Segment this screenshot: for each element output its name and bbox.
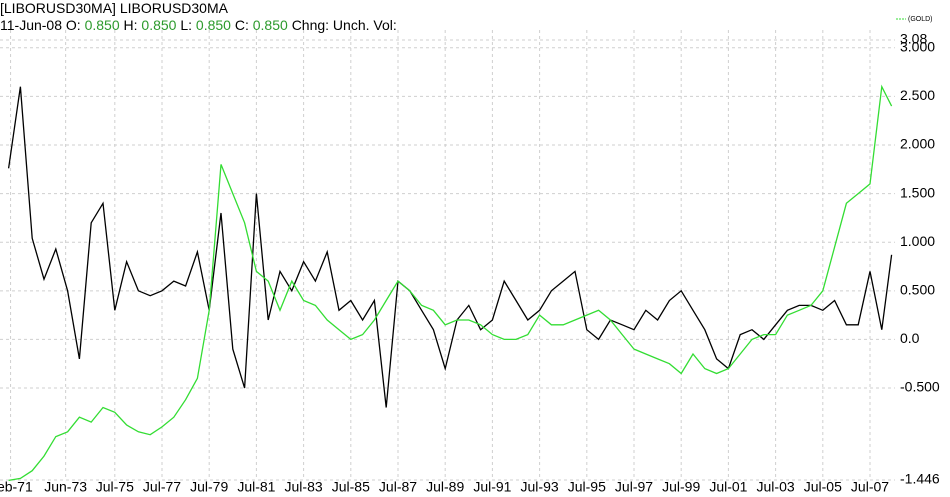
x-tick-label: Feb-71 (0, 479, 33, 495)
symbol: [LIBORUSD30MA] (0, 0, 116, 16)
y-tick-label: -0.500 (900, 379, 940, 395)
field-label: L: (180, 17, 193, 33)
x-tick-label: Jun-73 (44, 479, 87, 495)
x-tick-label: Jul-83 (285, 479, 323, 495)
series-line (7, 86, 893, 408)
field-value: 0.850 (252, 17, 288, 33)
volume-label: Vol: (373, 17, 397, 33)
date: 11-Jun-08 (0, 17, 63, 33)
y-tick-label: -1.446 (900, 471, 940, 487)
x-tick-label: Jul-93 (521, 479, 559, 495)
y-tick-label: 0.0 (900, 330, 920, 346)
y-tick-label: 2.000 (900, 136, 935, 152)
field-value: 0.850 (141, 17, 177, 33)
x-tick-label: Jul-79 (190, 479, 228, 495)
x-tick-label: Jul-05 (804, 479, 842, 495)
y-tick-label: 1.500 (900, 184, 935, 200)
x-tick-label: Jul-03 (757, 479, 795, 495)
x-tick-label: Jul-95 (568, 479, 606, 495)
y-tick-label: 1.000 (900, 233, 935, 249)
legend-label: (GOLD) (908, 16, 933, 23)
x-tick-label: Jul-01 (709, 479, 747, 495)
change: Chng: Unch. (291, 17, 370, 33)
title-line: [LIBORUSD30MA] LIBORUSD30MA (0, 0, 397, 17)
quote-line: 11-Jun-08 O: 0.850 H: 0.850 L: 0.850 C: … (0, 17, 397, 34)
x-tick-label: Jul-07 (851, 479, 889, 495)
y-tick-label: 2.500 (900, 87, 935, 103)
x-tick-label: Jul-89 (426, 479, 464, 495)
x-tick-label: Jul-85 (332, 479, 370, 495)
field-value: 0.850 (195, 17, 231, 33)
field-label: O: (65, 17, 81, 33)
y-tick-label: 0.500 (900, 282, 935, 298)
x-tick-label: Jul-97 (615, 479, 653, 495)
x-tick-label: Jul-87 (379, 479, 417, 495)
field-label: C: (234, 17, 249, 33)
y-tick-label: 3.000 (900, 38, 935, 54)
x-tick-label: Jul-91 (473, 479, 511, 495)
y-tick-label: 3.08 (900, 31, 927, 47)
x-tick-label: Jul-99 (662, 479, 700, 495)
series-name: LIBORUSD30MA (119, 0, 228, 16)
x-tick-label: Jul-75 (96, 479, 134, 495)
x-tick-label: Jul-81 (237, 479, 275, 495)
field-value: 0.850 (84, 17, 120, 33)
field-label: H: (123, 17, 138, 33)
x-tick-label: Jul-77 (143, 479, 181, 495)
header: [LIBORUSD30MA] LIBORUSD30MA 11-Jun-08 O:… (0, 0, 397, 34)
series-line (8, 84, 893, 482)
